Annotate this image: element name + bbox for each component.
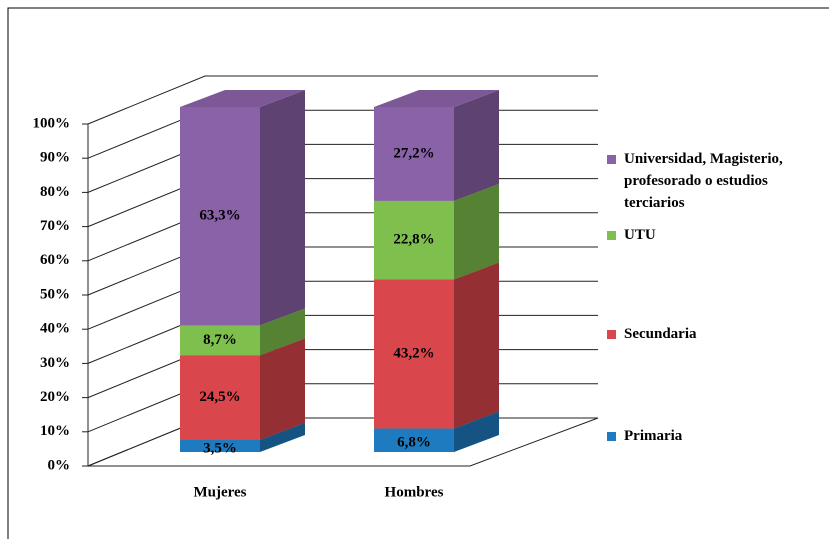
bar-front: [374, 279, 454, 429]
bar-side: [260, 422, 305, 452]
legend-label: Primaria: [624, 428, 683, 444]
bar-side: [454, 262, 499, 429]
data-label: 3,5%: [203, 440, 237, 456]
bar-top: [374, 90, 499, 107]
y-tick-label: 20%: [40, 389, 70, 405]
y-tick-label: 10%: [40, 423, 70, 439]
grid-line: [87, 75, 598, 125]
grid-line: [87, 417, 598, 467]
data-label: 8,7%: [203, 332, 237, 348]
data-label: 24,5%: [199, 389, 240, 405]
y-tick-label: 60%: [40, 252, 70, 268]
data-label: 43,2%: [393, 345, 434, 361]
data-label: 27,2%: [393, 145, 434, 161]
bar-front: [374, 107, 454, 201]
grid-line: [87, 109, 598, 159]
bar-front: [180, 107, 260, 326]
bar-front: [374, 200, 454, 280]
bar-front: [180, 355, 260, 440]
bar-side: [260, 338, 305, 440]
grid-line: [87, 143, 598, 193]
floor: [87, 417, 599, 467]
y-tick-label: 40%: [40, 321, 70, 337]
bar-front: [180, 325, 260, 356]
legend-label: Secundaria: [624, 326, 697, 342]
x-tick-label: Mujeres: [193, 484, 246, 500]
x-tick-label: Hombres: [385, 484, 444, 500]
y-tick-label: 90%: [40, 150, 70, 166]
legend-swatch: [607, 155, 616, 164]
y-tick-label: 0%: [48, 457, 71, 473]
grid-line: [87, 349, 598, 399]
bar-side: [260, 90, 305, 326]
y-tick-label: 80%: [40, 184, 70, 200]
frame: [7, 7, 829, 539]
y-tick-label: 100%: [33, 115, 71, 131]
legend-label: UTU: [624, 227, 656, 243]
bar-front: [374, 428, 454, 452]
data-label: 63,3%: [199, 208, 240, 224]
grid-line: [87, 280, 598, 330]
bar-front: [180, 439, 260, 452]
y-tick-label: 30%: [40, 355, 70, 371]
y-tick-label: 50%: [40, 286, 70, 302]
bar-side: [260, 308, 305, 356]
data-label: 6,8%: [397, 435, 431, 451]
bar-side: [454, 183, 499, 280]
bar-side: [454, 90, 499, 201]
grid-line: [87, 178, 598, 228]
grid-line: [87, 246, 598, 296]
data-label: 22,8%: [393, 232, 434, 248]
grid-line: [87, 212, 598, 262]
bar-top: [180, 90, 305, 107]
legend-swatch: [607, 231, 616, 240]
y-tick-label: 70%: [40, 218, 70, 234]
bar-side: [454, 411, 499, 452]
grid-line: [87, 314, 598, 364]
legend-swatch: [607, 330, 616, 339]
legend-label: Universidad, Magisterio, profesorado o es…: [624, 151, 783, 211]
legend-swatch: [607, 432, 616, 441]
grid-line: [87, 383, 598, 433]
